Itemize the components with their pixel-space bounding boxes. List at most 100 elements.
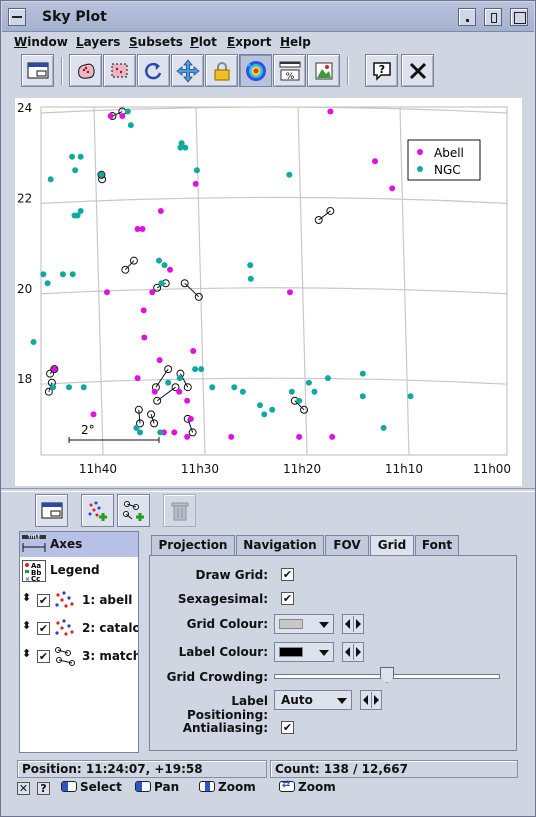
layer-item-axes[interactable]: TITLE Axes	[20, 532, 138, 557]
match-line	[294, 400, 305, 411]
match-endpoint	[153, 396, 162, 405]
label-colour-select[interactable]	[274, 642, 334, 662]
menu-export[interactable]: Export	[227, 35, 272, 49]
ngc-point	[30, 339, 37, 346]
menu-window[interactable]: Window	[14, 35, 68, 49]
x-tick-label: 11h00	[473, 462, 511, 476]
match-line	[138, 409, 141, 424]
menu-help[interactable]: Help	[280, 35, 311, 49]
toolbar-separator	[61, 57, 63, 85]
match-endpoint	[194, 292, 203, 301]
plot-window-small-button[interactable]	[35, 494, 68, 527]
label-positioning-value: Auto	[281, 693, 313, 707]
replot-button[interactable]	[137, 54, 170, 87]
drag-handle-icon[interactable]: ⬍	[22, 619, 32, 632]
match-endpoint	[164, 365, 173, 374]
grid-options-button[interactable]: %	[273, 54, 306, 87]
layer-visible-checkbox[interactable]: ✔	[37, 622, 50, 635]
abell-point	[51, 366, 58, 373]
ngc-point	[359, 393, 366, 400]
close-button[interactable]	[401, 54, 434, 87]
split-pane-divider[interactable]	[1, 488, 535, 492]
draw-region-subset-button[interactable]	[103, 54, 136, 87]
layer-item-catalog[interactable]: ⬍ ✔ 2: catalog	[20, 616, 138, 641]
layer-visible-checkbox[interactable]: ✔	[37, 650, 50, 663]
help-hints-icon[interactable]: ?	[37, 782, 50, 795]
sky-density-button[interactable]	[239, 54, 272, 87]
match-endpoint	[188, 428, 197, 437]
abell-point	[184, 397, 191, 404]
match-line	[124, 260, 135, 271]
hint-zoom-wheel: Zoom	[199, 780, 256, 794]
ngc-point	[44, 280, 51, 287]
axis-lock-button[interactable]	[205, 54, 238, 87]
menu-subsets[interactable]: Subsets	[129, 35, 183, 49]
left-arrow-icon[interactable]	[363, 695, 368, 705]
ngc-point	[158, 280, 165, 287]
sky-plot-area[interactable]: 11h40 11h30 11h20 11h10 11h00 24 22 20 18 2° Abell…	[15, 98, 522, 486]
layer-label: 3: matches	[82, 649, 138, 663]
label-positioning-select[interactable]: Auto	[274, 690, 352, 710]
match-endpoint	[50, 365, 59, 374]
sky-plot-svg[interactable]: 11h40 11h30 11h20 11h10 11h00 24 22 20 18 2° Abell…	[15, 98, 522, 486]
right-arrow-icon[interactable]	[356, 619, 361, 629]
grid-crowding-slider-thumb[interactable]	[380, 667, 394, 683]
close-window-icon[interactable]	[510, 8, 528, 26]
plot-window-button[interactable]	[21, 54, 54, 87]
grid-colour-stepper[interactable]	[342, 614, 364, 634]
grid-colour-select[interactable]	[274, 614, 334, 634]
navigation-button[interactable]	[171, 54, 204, 87]
sexagesimal-checkbox[interactable]: ✔	[281, 592, 294, 605]
abell-point	[157, 207, 164, 214]
drag-handle-icon[interactable]: ⬍	[22, 591, 32, 604]
ngc-point	[247, 262, 254, 269]
export-image-button[interactable]	[307, 54, 340, 87]
tab-projection[interactable]: Projection	[151, 535, 235, 555]
ngc-point	[77, 207, 84, 214]
match-endpoint	[129, 256, 138, 265]
tab-navigation[interactable]: Navigation	[236, 535, 324, 555]
left-arrow-icon[interactable]	[345, 647, 350, 657]
title-bar[interactable]: Sky Plot	[2, 2, 534, 32]
add-pair-layer-button[interactable]	[117, 494, 150, 527]
tab-fov[interactable]: FOV	[325, 535, 369, 555]
close-hints-icon[interactable]: ✕	[17, 782, 30, 795]
add-position-layer-button[interactable]	[81, 494, 114, 527]
right-arrow-icon[interactable]	[356, 647, 361, 657]
label-colour-stepper[interactable]	[342, 642, 364, 662]
layer-item-legend[interactable]: Aa Bb × Cc Legend	[20, 558, 138, 583]
layer-label: 1: abell	[82, 593, 133, 607]
remove-layer-button[interactable]	[163, 494, 196, 527]
dec-grid-line	[40, 377, 508, 385]
abell-point	[107, 113, 114, 120]
layer-visible-checkbox[interactable]: ✔	[37, 594, 50, 607]
match-endpoint	[153, 283, 162, 292]
menu-layers[interactable]: Layers	[76, 35, 121, 49]
tab-grid[interactable]: Grid	[370, 535, 414, 556]
layer-item-abell[interactable]: ⬍ ✔ 1: abell	[20, 588, 138, 613]
ngc-point	[98, 171, 105, 178]
antialiasing-checkbox[interactable]: ✔	[281, 721, 294, 734]
antialiasing-label: Antialiasing:	[182, 721, 268, 735]
drag-handle-icon[interactable]: ⬍	[22, 647, 32, 660]
abell-point	[190, 348, 197, 355]
help-button[interactable]: ?	[365, 54, 398, 87]
grid-colour-label: Grid Colour:	[186, 617, 268, 631]
menu-plot[interactable]: Plot	[190, 35, 217, 49]
tab-font[interactable]: Font	[415, 535, 459, 555]
ngc-point	[66, 384, 73, 391]
close-icon	[409, 62, 426, 79]
draw-grid-checkbox[interactable]: ✔	[281, 568, 294, 581]
left-arrow-icon[interactable]	[345, 619, 350, 629]
right-arrow-icon[interactable]	[374, 695, 379, 705]
minimize-icon[interactable]	[458, 8, 476, 26]
x-tick-label: 11h30	[181, 462, 219, 476]
layer-item-matches[interactable]: ⬍ ✔ 3: matches	[20, 644, 138, 669]
ngc-point	[247, 275, 254, 282]
draw-blob-subset-button[interactable]	[69, 54, 102, 87]
menu-bar: Window Layers Subsets Plot Export Help	[2, 33, 534, 53]
ngc-point	[182, 144, 189, 151]
label-positioning-stepper[interactable]	[360, 690, 382, 710]
window-menu-icon[interactable]	[8, 8, 26, 26]
maximize-icon[interactable]	[484, 8, 502, 26]
